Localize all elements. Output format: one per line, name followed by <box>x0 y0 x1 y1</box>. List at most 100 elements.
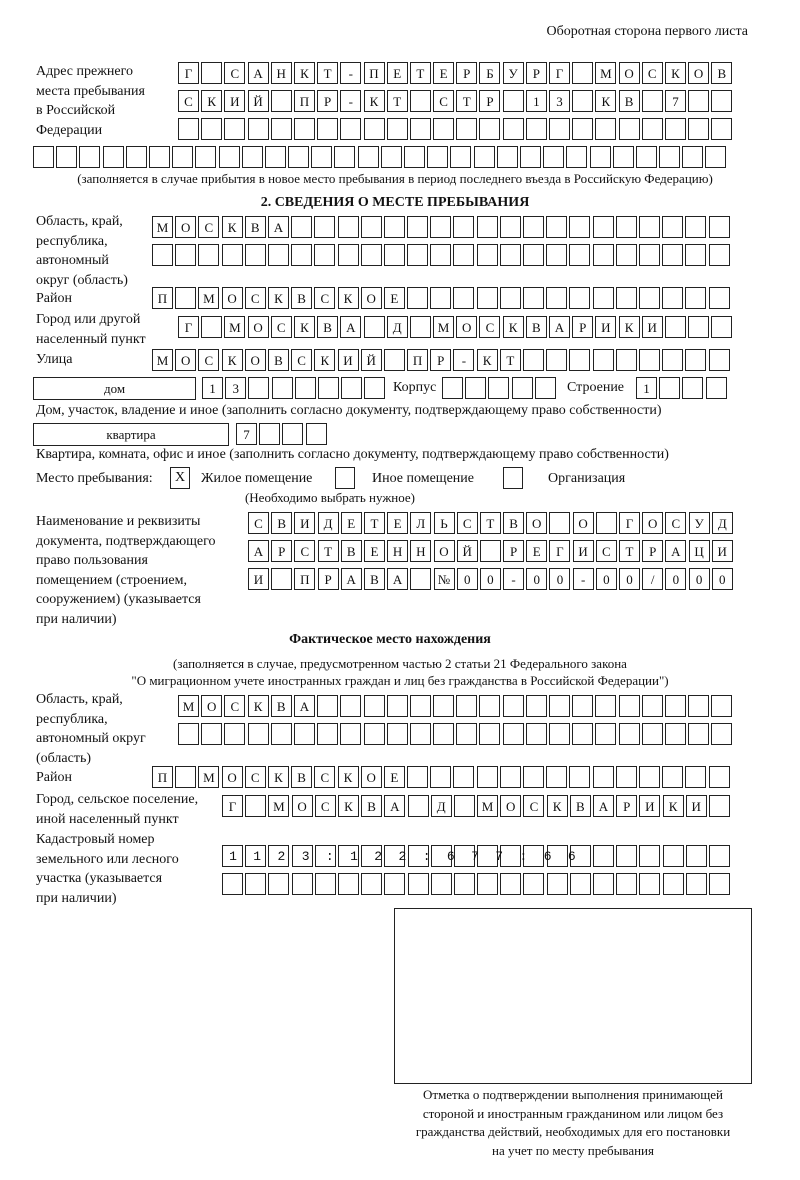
char-box[interactable]: П <box>407 349 429 371</box>
char-box[interactable] <box>442 377 463 399</box>
char-box[interactable]: М <box>178 695 199 717</box>
char-box[interactable]: О <box>244 349 266 371</box>
char-box[interactable] <box>612 146 634 168</box>
char-box[interactable] <box>271 377 293 399</box>
char-box[interactable] <box>638 766 660 788</box>
char-box[interactable] <box>314 845 336 867</box>
char-box[interactable]: К <box>337 795 359 817</box>
char-box[interactable]: С <box>433 90 455 112</box>
char-box[interactable]: И <box>224 90 246 112</box>
char-box[interactable]: К <box>247 695 269 717</box>
char-box[interactable] <box>569 349 591 371</box>
char-box[interactable] <box>311 146 333 168</box>
char-box[interactable] <box>363 118 385 140</box>
char-box[interactable] <box>499 216 521 238</box>
char-box[interactable]: 0 <box>456 568 478 590</box>
char-box[interactable]: С <box>595 540 617 562</box>
char-box[interactable] <box>662 845 684 867</box>
char-box[interactable] <box>569 873 591 895</box>
char-box[interactable] <box>569 287 591 309</box>
char-box[interactable] <box>664 695 686 717</box>
char-box[interactable] <box>616 845 638 867</box>
char-box[interactable] <box>293 118 315 140</box>
char-box[interactable] <box>502 118 524 140</box>
char-box[interactable]: С <box>523 795 545 817</box>
char-box[interactable] <box>407 766 429 788</box>
char-box[interactable]: М <box>433 316 455 338</box>
char-box[interactable] <box>241 146 263 168</box>
char-box[interactable] <box>337 216 359 238</box>
char-box[interactable] <box>360 244 382 266</box>
char-box[interactable] <box>56 146 78 168</box>
char-box[interactable]: Е <box>383 766 405 788</box>
char-box[interactable]: / <box>642 568 664 590</box>
char-box[interactable]: О <box>221 287 243 309</box>
char-box[interactable] <box>476 766 498 788</box>
char-box[interactable]: К <box>476 349 498 371</box>
char-box[interactable] <box>525 118 547 140</box>
char-box[interactable]: В <box>363 568 385 590</box>
char-box[interactable]: У <box>688 512 710 534</box>
char-box[interactable]: К <box>546 795 568 817</box>
char-box[interactable] <box>409 723 431 745</box>
char-box[interactable] <box>407 244 429 266</box>
char-box[interactable] <box>248 377 270 399</box>
char-box[interactable] <box>293 723 315 745</box>
char-box[interactable] <box>685 287 707 309</box>
char-box[interactable]: О <box>360 287 382 309</box>
char-box[interactable] <box>534 377 556 399</box>
char-box[interactable] <box>453 287 475 309</box>
char-box[interactable]: А <box>593 795 614 817</box>
char-box[interactable] <box>688 695 710 717</box>
char-box[interactable] <box>404 146 425 168</box>
char-box[interactable]: 0 <box>549 568 571 590</box>
char-box[interactable]: 0 <box>711 568 733 590</box>
char-box[interactable] <box>519 146 541 168</box>
char-box[interactable]: И <box>711 540 733 562</box>
char-box[interactable] <box>708 349 730 371</box>
char-box[interactable] <box>430 766 452 788</box>
char-box[interactable]: С <box>314 766 336 788</box>
char-box[interactable] <box>175 287 197 309</box>
char-box[interactable]: Й <box>456 540 478 562</box>
char-box[interactable]: Е <box>387 512 409 534</box>
char-box[interactable]: Д <box>711 512 733 534</box>
char-box[interactable]: А <box>340 316 362 338</box>
char-box[interactable] <box>615 349 637 371</box>
char-box[interactable]: Р <box>525 62 547 84</box>
char-box[interactable] <box>453 873 475 895</box>
char-box[interactable] <box>433 118 455 140</box>
char-box[interactable] <box>337 845 359 867</box>
char-box[interactable]: Т <box>363 512 385 534</box>
char-box[interactable] <box>479 723 501 745</box>
char-box[interactable]: Н <box>270 62 292 84</box>
char-box[interactable] <box>708 287 730 309</box>
char-box[interactable]: А <box>340 568 362 590</box>
char-box[interactable] <box>615 287 637 309</box>
char-box[interactable] <box>282 423 304 445</box>
char-box[interactable] <box>427 146 449 168</box>
char-box[interactable] <box>682 146 704 168</box>
char-box[interactable] <box>618 118 640 140</box>
char-box[interactable] <box>317 377 339 399</box>
char-box[interactable]: О <box>291 795 313 817</box>
char-box[interactable] <box>708 216 730 238</box>
char-box[interactable] <box>682 377 704 399</box>
char-box[interactable]: Р <box>479 90 501 112</box>
char-box[interactable] <box>314 216 336 238</box>
char-box[interactable] <box>383 349 405 371</box>
char-box[interactable] <box>479 118 501 140</box>
char-box[interactable]: Р <box>271 540 293 562</box>
char-box[interactable] <box>409 118 431 140</box>
char-box[interactable]: С <box>224 695 246 717</box>
char-box[interactable] <box>546 845 568 867</box>
char-box[interactable]: К <box>221 216 243 238</box>
char-box[interactable] <box>357 146 379 168</box>
char-box[interactable] <box>148 146 170 168</box>
char-box[interactable] <box>479 540 501 562</box>
char-box[interactable] <box>502 90 524 112</box>
